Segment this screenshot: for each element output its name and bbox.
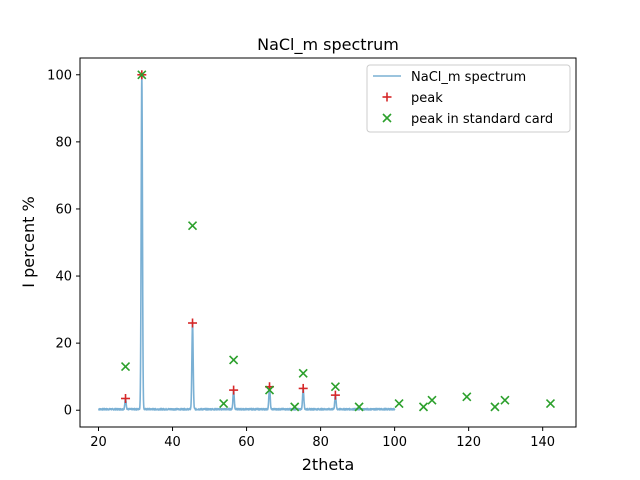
peak-marker bbox=[229, 385, 239, 395]
x-tick-label: 100 bbox=[382, 435, 407, 450]
x-tick-label: 60 bbox=[238, 435, 255, 450]
y-tick-label: 100 bbox=[47, 68, 72, 83]
standard-card-marker bbox=[298, 368, 308, 378]
x-tick-label: 20 bbox=[90, 435, 107, 450]
plot-frame bbox=[79, 57, 577, 428]
legend-label-peak: peak bbox=[411, 91, 443, 106]
y-tick-label: 60 bbox=[55, 202, 72, 217]
peak-marker bbox=[188, 318, 198, 328]
standard-card-marker bbox=[330, 382, 340, 392]
y-tick-label: 20 bbox=[55, 337, 72, 352]
plot-area bbox=[97, 70, 556, 412]
x-tick-label: 80 bbox=[312, 435, 329, 450]
legend-x-marker bbox=[382, 113, 392, 123]
standard-card-marker bbox=[394, 398, 404, 409]
standard-card-marker bbox=[354, 402, 364, 412]
standard-card-marker bbox=[462, 392, 472, 402]
y-axis: 0 20 40 60 80 100 bbox=[47, 68, 80, 419]
standard-card-marker bbox=[500, 395, 510, 405]
standard-card-marker bbox=[427, 395, 437, 405]
x-axis-label: 2theta bbox=[302, 455, 355, 474]
standard-card-marker bbox=[229, 355, 239, 365]
spectrum-line bbox=[97, 73, 396, 411]
standard-card-marker bbox=[545, 398, 556, 409]
x-tick-label: 120 bbox=[456, 435, 481, 450]
legend-plus-glyph bbox=[382, 92, 392, 102]
legend-label-spectrum: NaCl_m spectrum bbox=[411, 70, 526, 85]
y-axis-label: I percent % bbox=[19, 196, 38, 287]
peak-marker bbox=[298, 383, 308, 393]
x-tick-label: 140 bbox=[530, 435, 555, 450]
standard-card-marker bbox=[490, 402, 500, 412]
peak-marker bbox=[121, 393, 131, 403]
peak-marker bbox=[330, 390, 340, 400]
legend: NaCl_m spectrum peak peak in standard ca… bbox=[366, 64, 571, 133]
y-tick-label: 0 bbox=[64, 404, 72, 419]
standard-card-marker bbox=[264, 385, 275, 395]
y-tick-label: 40 bbox=[55, 270, 72, 285]
standard-card-marker bbox=[187, 221, 198, 231]
standard-card-marker bbox=[120, 362, 131, 372]
chart-title: NaCl_m spectrum bbox=[257, 35, 399, 55]
standard-card-marker bbox=[219, 398, 229, 409]
standard-card-marker bbox=[137, 70, 147, 80]
legend-plus-marker bbox=[382, 92, 392, 102]
y-tick-label: 80 bbox=[55, 135, 72, 150]
legend-label-standard: peak in standard card bbox=[411, 112, 553, 127]
x-axis: 20 40 60 80 100 120 140 bbox=[90, 427, 555, 450]
standard-card-marker bbox=[290, 402, 300, 412]
x-tick-label: 40 bbox=[164, 435, 181, 450]
legend-x-glyph bbox=[382, 113, 392, 123]
standard-card-marker bbox=[418, 402, 429, 412]
legend-box bbox=[366, 64, 571, 133]
